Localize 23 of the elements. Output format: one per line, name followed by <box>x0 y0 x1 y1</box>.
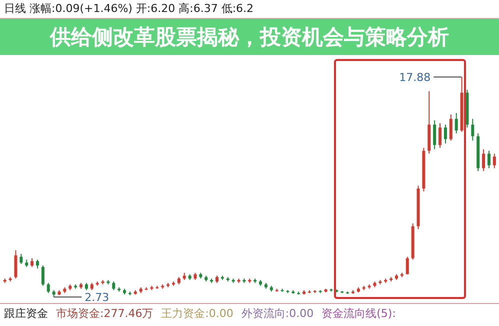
text: 外资流向:0.00 <box>241 307 314 320</box>
text: 日线 涨幅:0.09(+1.46%) 开:6.20 高:6.37 低:6.2 <box>0 0 499 19</box>
text: 跟庄资金 <box>4 307 48 320</box>
candlestick <box>471 118 474 142</box>
candlestick <box>46 282 50 294</box>
text: 王力资金:0.00 <box>161 307 234 320</box>
candlestick <box>14 250 18 280</box>
candlestick <box>492 153 496 169</box>
candlestick <box>438 122 442 148</box>
text: 市场资金:277.46万 <box>56 307 154 320</box>
annotation: 2.73 <box>84 291 110 304</box>
candlestick <box>20 253 23 265</box>
candlestick <box>433 120 436 150</box>
candlestick <box>482 148 486 172</box>
text: 资金流向线(5): <box>322 307 396 320</box>
chart-title: 供给侧改革股票揭秘，投资机会与策略分析 <box>0 19 499 55</box>
candlestick <box>487 150 490 169</box>
candlestick <box>449 114 452 142</box>
annotation: 17.88 <box>399 71 431 84</box>
candlestick <box>406 256 409 275</box>
candlestick <box>454 112 458 134</box>
candlestick <box>41 264 44 286</box>
candlestick <box>444 124 447 144</box>
